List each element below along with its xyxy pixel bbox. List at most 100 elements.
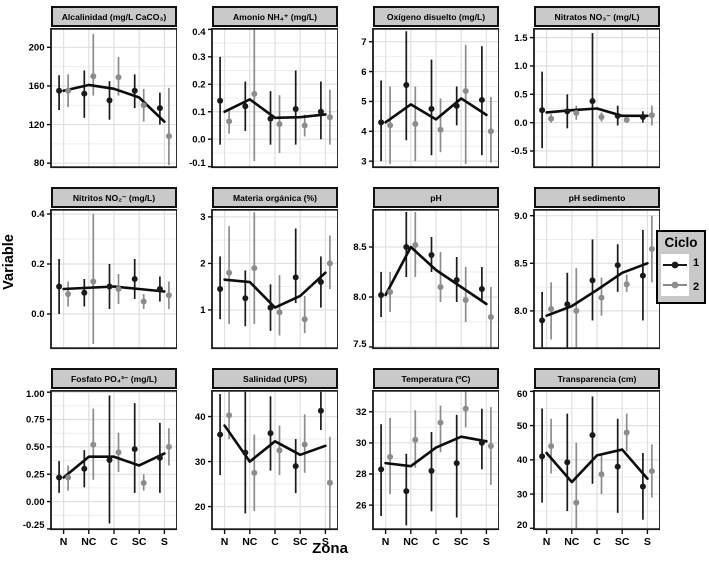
- facet-plot-ph: 7.5 8.0 8.5: [353, 209, 499, 350]
- svg-text:8.5: 8.5: [353, 242, 367, 253]
- svg-text:0.2: 0.2: [192, 79, 205, 90]
- svg-text:9.0: 9.0: [514, 211, 527, 222]
- facet-oxigeno-disuelto: Oxígeno disuelto (mg/L) 3 4 5 6 7: [338, 6, 499, 174]
- legend-label-ciclo-1: 1: [693, 257, 700, 269]
- facet-title: Amonio NH₄⁺ (mg/L): [212, 6, 338, 27]
- legend-title: Ciclo: [664, 235, 698, 250]
- svg-text:0.0: 0.0: [514, 118, 527, 129]
- facet-title: Transparencia (cm): [534, 368, 660, 389]
- svg-text:-0.25: -0.25: [23, 520, 45, 531]
- svg-text:160: 160: [29, 81, 45, 92]
- facet-plot-nitritos: 0.0 0.2 0.4: [31, 209, 177, 350]
- svg-text:0.25: 0.25: [26, 469, 45, 480]
- facet-title: Temperatura (ºC): [373, 368, 499, 389]
- svg-text:30: 30: [195, 457, 206, 468]
- svg-text:S: S: [161, 536, 168, 548]
- svg-text:0.0: 0.0: [192, 134, 205, 145]
- svg-text:-0.5: -0.5: [511, 146, 528, 157]
- facet-fosfato: Fosfato PO₄³⁻ (mg/L) -0.25 0.00 0.25 0.50 0.…: [16, 368, 177, 552]
- svg-text:8.0: 8.0: [353, 292, 366, 303]
- facet-plot-oxigeno: 3 4 5 6 7: [361, 28, 499, 169]
- svg-text:N: N: [543, 536, 551, 548]
- svg-text:20: 20: [517, 520, 528, 531]
- facet-ph: pH 7.5 8.0 8.5: [338, 187, 499, 355]
- facet-title: Oxígeno disuelto (mg/L): [373, 6, 499, 27]
- svg-text:5: 5: [361, 97, 367, 108]
- legend-label-ciclo-2: 2: [693, 281, 700, 293]
- svg-text:0.2: 0.2: [31, 259, 44, 270]
- svg-text:40: 40: [195, 412, 206, 423]
- svg-text:4: 4: [361, 126, 367, 137]
- svg-text:NC: NC: [242, 536, 258, 548]
- x-axis-title: Zona: [312, 540, 348, 557]
- svg-text:C: C: [593, 536, 601, 548]
- svg-text:-0.1: -0.1: [189, 158, 206, 169]
- facet-alcalinidad: Alcalinidad (mg/L CaCO₃) 80 120 160 200: [16, 6, 177, 174]
- svg-text:0.50: 0.50: [26, 442, 45, 453]
- svg-text:6: 6: [361, 67, 366, 78]
- facet-title: Salinidad (UPS): [212, 368, 338, 389]
- facet-title: pH sedimento: [534, 187, 660, 208]
- facet-title: Nitritos NO₂⁻ (mg/L): [51, 187, 177, 208]
- svg-text:26: 26: [356, 500, 367, 511]
- svg-text:7.5: 7.5: [353, 339, 367, 350]
- facet-plot-fosfato: -0.25 0.00 0.25 0.50 0.75 1.00 N NC C SC S: [23, 390, 177, 548]
- facet-title: Materia orgánica (%): [212, 187, 338, 208]
- facet-plot-salinidad: 20 30 40 N NC C SC S: [195, 390, 338, 548]
- svg-text:0.5: 0.5: [514, 90, 528, 101]
- svg-text:S: S: [644, 536, 651, 548]
- svg-text:0.3: 0.3: [192, 52, 205, 63]
- svg-text:8.5: 8.5: [514, 258, 528, 269]
- svg-text:3: 3: [361, 156, 366, 167]
- svg-text:SC: SC: [293, 536, 308, 548]
- svg-text:N: N: [382, 536, 390, 548]
- facet-plot-materia-organica: 1 2 3: [200, 209, 338, 350]
- svg-text:S: S: [322, 536, 329, 548]
- facet-amonio: Amonio NH₄⁺ (mg/L) -0.1 0.0 0.1 0.2 0.3 0.4: [177, 6, 338, 174]
- svg-text:C: C: [432, 536, 440, 548]
- legend-ciclo: Ciclo 1 2: [656, 230, 706, 304]
- facet-plot-amonio: -0.1 0.0 0.1 0.2 0.3 0.4: [189, 28, 338, 169]
- svg-text:3: 3: [200, 212, 205, 223]
- facet-transparencia: Transparencia (cm) 20 30 40 50 60 N NC C SC S: [499, 368, 660, 552]
- legend-key-line-dot-icon: [663, 261, 687, 269]
- legend-key-box: [661, 254, 689, 296]
- legend-labels: 1 2: [693, 257, 700, 293]
- svg-text:30: 30: [356, 438, 367, 449]
- svg-text:1.0: 1.0: [514, 61, 527, 72]
- facet-plot-alcalinidad: 80 120 160 200: [29, 28, 177, 169]
- facet-title: Alcalinidad (mg/L CaCO₃): [51, 6, 177, 27]
- svg-text:8.0: 8.0: [514, 306, 527, 317]
- svg-text:50: 50: [517, 421, 528, 432]
- svg-text:N: N: [221, 536, 229, 548]
- svg-text:0.00: 0.00: [26, 497, 45, 508]
- svg-text:SC: SC: [615, 536, 630, 548]
- facet-temperatura: Temperatura (ºC) 26 28 30 32 N NC C SC S: [338, 368, 499, 552]
- svg-text:40: 40: [517, 455, 528, 466]
- svg-text:0.75: 0.75: [26, 415, 45, 426]
- svg-text:28: 28: [356, 469, 367, 480]
- svg-text:0.1: 0.1: [192, 107, 206, 118]
- svg-text:120: 120: [29, 120, 45, 131]
- facet-title: Fosfato PO₄³⁻ (mg/L): [51, 368, 177, 389]
- svg-text:SC: SC: [454, 536, 469, 548]
- svg-text:NC: NC: [403, 536, 419, 548]
- svg-text:SC: SC: [132, 536, 147, 548]
- svg-text:20: 20: [195, 502, 206, 513]
- svg-text:0.4: 0.4: [192, 28, 206, 38]
- facet-plot-nitratos: -0.5 0.0 0.5 1.0 1.5: [511, 28, 660, 169]
- svg-text:1.00: 1.00: [26, 390, 45, 400]
- facet-title: pH: [373, 187, 499, 208]
- svg-text:1.5: 1.5: [514, 33, 528, 44]
- svg-text:S: S: [483, 536, 490, 548]
- facet-salinidad: Salinidad (UPS) 20 30 40 N NC C SC S: [177, 368, 338, 552]
- y-axis-title: Variable: [1, 234, 17, 290]
- svg-text:2: 2: [200, 259, 205, 270]
- legend-body: 1 2: [661, 254, 701, 296]
- legend-key-line-dot-icon: [663, 281, 687, 289]
- facet-grid: Alcalinidad (mg/L CaCO₃) 80 120 160 200 Amo…: [16, 6, 660, 552]
- svg-text:7: 7: [361, 37, 366, 48]
- svg-text:1: 1: [200, 305, 206, 316]
- svg-text:30: 30: [517, 489, 528, 500]
